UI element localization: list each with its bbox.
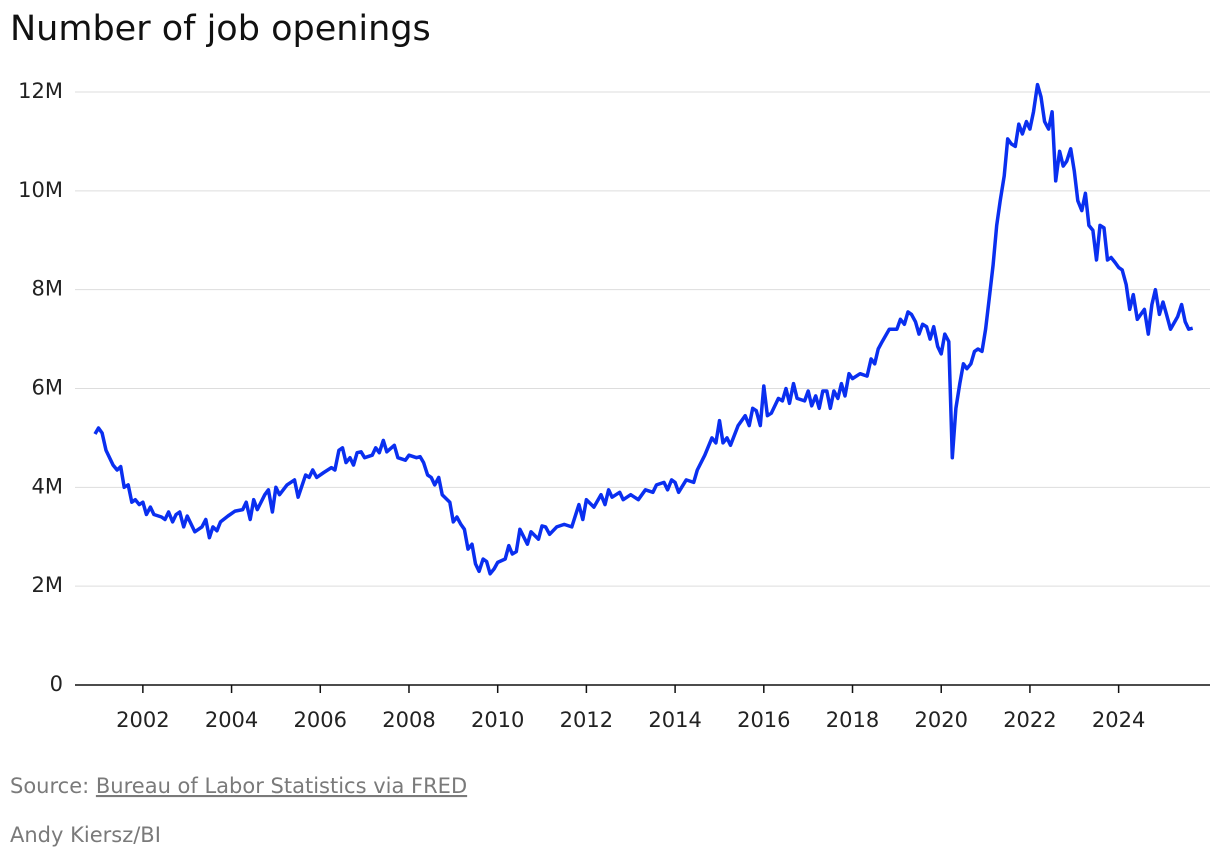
x-tick-label: 2018 — [826, 708, 879, 732]
credit: Andy Kiersz/BI — [10, 823, 161, 847]
x-tick-label: 2006 — [294, 708, 347, 732]
x-tick-label: 2010 — [471, 708, 524, 732]
y-tick-label: 12M — [18, 79, 63, 103]
x-tick-label: 2024 — [1092, 708, 1145, 732]
x-tick-label: 2002 — [116, 708, 169, 732]
x-tick-label: 2004 — [205, 708, 258, 732]
y-tick-label: 8M — [32, 277, 63, 301]
y-tick-label: 2M — [32, 573, 63, 597]
x-tick-label: 2016 — [737, 708, 790, 732]
source-prefix: Source: — [10, 774, 89, 798]
source-link[interactable]: Bureau of Labor Statistics via FRED — [96, 774, 467, 798]
x-tick-label: 2022 — [1003, 708, 1056, 732]
chart-title: Number of job openings — [10, 9, 431, 49]
y-tick-label: 10M — [18, 178, 63, 202]
x-tick-label: 2012 — [560, 708, 613, 732]
source: Source: Bureau of Labor Statistics via F… — [10, 774, 467, 798]
y-tick-label: 4M — [32, 474, 63, 498]
x-tick-label: 2008 — [382, 708, 435, 732]
y-tick-label: 6M — [32, 376, 63, 400]
data-line — [93, 82, 1194, 576]
x-tick-label: 2014 — [648, 708, 701, 732]
y-tick-label: 0 — [50, 672, 63, 696]
x-tick-label: 2020 — [914, 708, 967, 732]
